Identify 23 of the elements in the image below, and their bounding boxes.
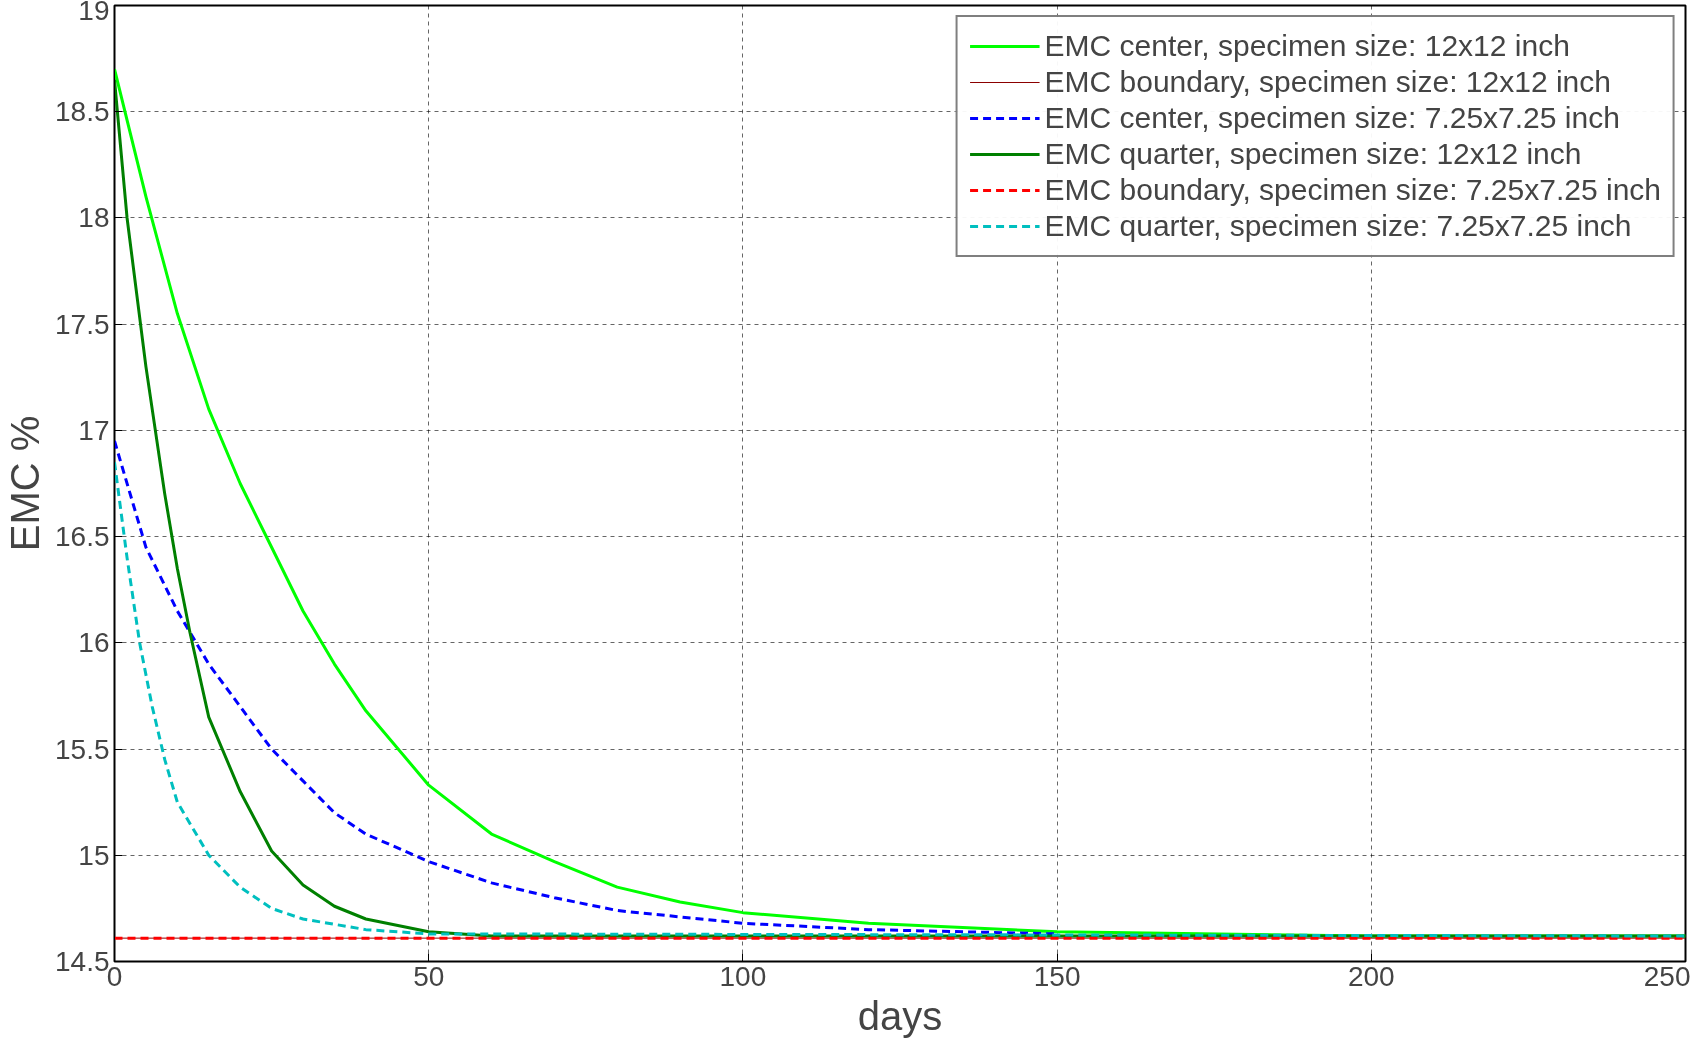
x-tick-label: 100 (719, 960, 767, 992)
legend-label: EMC quarter, specimen size: 7.25x7.25 inch (1044, 209, 1632, 243)
y-tick-label: 19 (78, 0, 110, 26)
y-axis-title: EMC % (3, 415, 47, 552)
y-tick-label: 18.5 (55, 96, 110, 128)
y-tick-label: 15 (78, 839, 110, 871)
legend-label: EMC quarter, specimen size: 12x12 inch (1044, 137, 1582, 171)
legend-label: EMC boundary, specimen size: 7.25x7.25 inch (1044, 173, 1661, 207)
y-tick-label: 15.5 (55, 733, 110, 765)
legend-label: EMC boundary, specimen size: 12x12 inch (1044, 65, 1611, 99)
x-tick-label: 200 (1347, 960, 1395, 992)
y-tick-label: 16 (78, 627, 110, 659)
y-tick-label: 17.5 (55, 308, 110, 340)
legend-label: EMC center, specimen size: 7.25x7.25 inch (1044, 101, 1620, 135)
x-tick-label: 150 (1033, 960, 1081, 992)
x-tick-label: 250 (1643, 960, 1691, 992)
y-tick-label: 16.5 (55, 521, 110, 553)
y-tick-label: 18 (78, 202, 110, 234)
line-series (114, 460, 1686, 938)
x-axis-title: days (857, 993, 943, 1038)
legend-label: EMC center, specimen size: 12x12 inch (1044, 29, 1570, 63)
y-tick-label: 17 (78, 414, 110, 446)
x-tick-label: 50 (413, 960, 445, 992)
